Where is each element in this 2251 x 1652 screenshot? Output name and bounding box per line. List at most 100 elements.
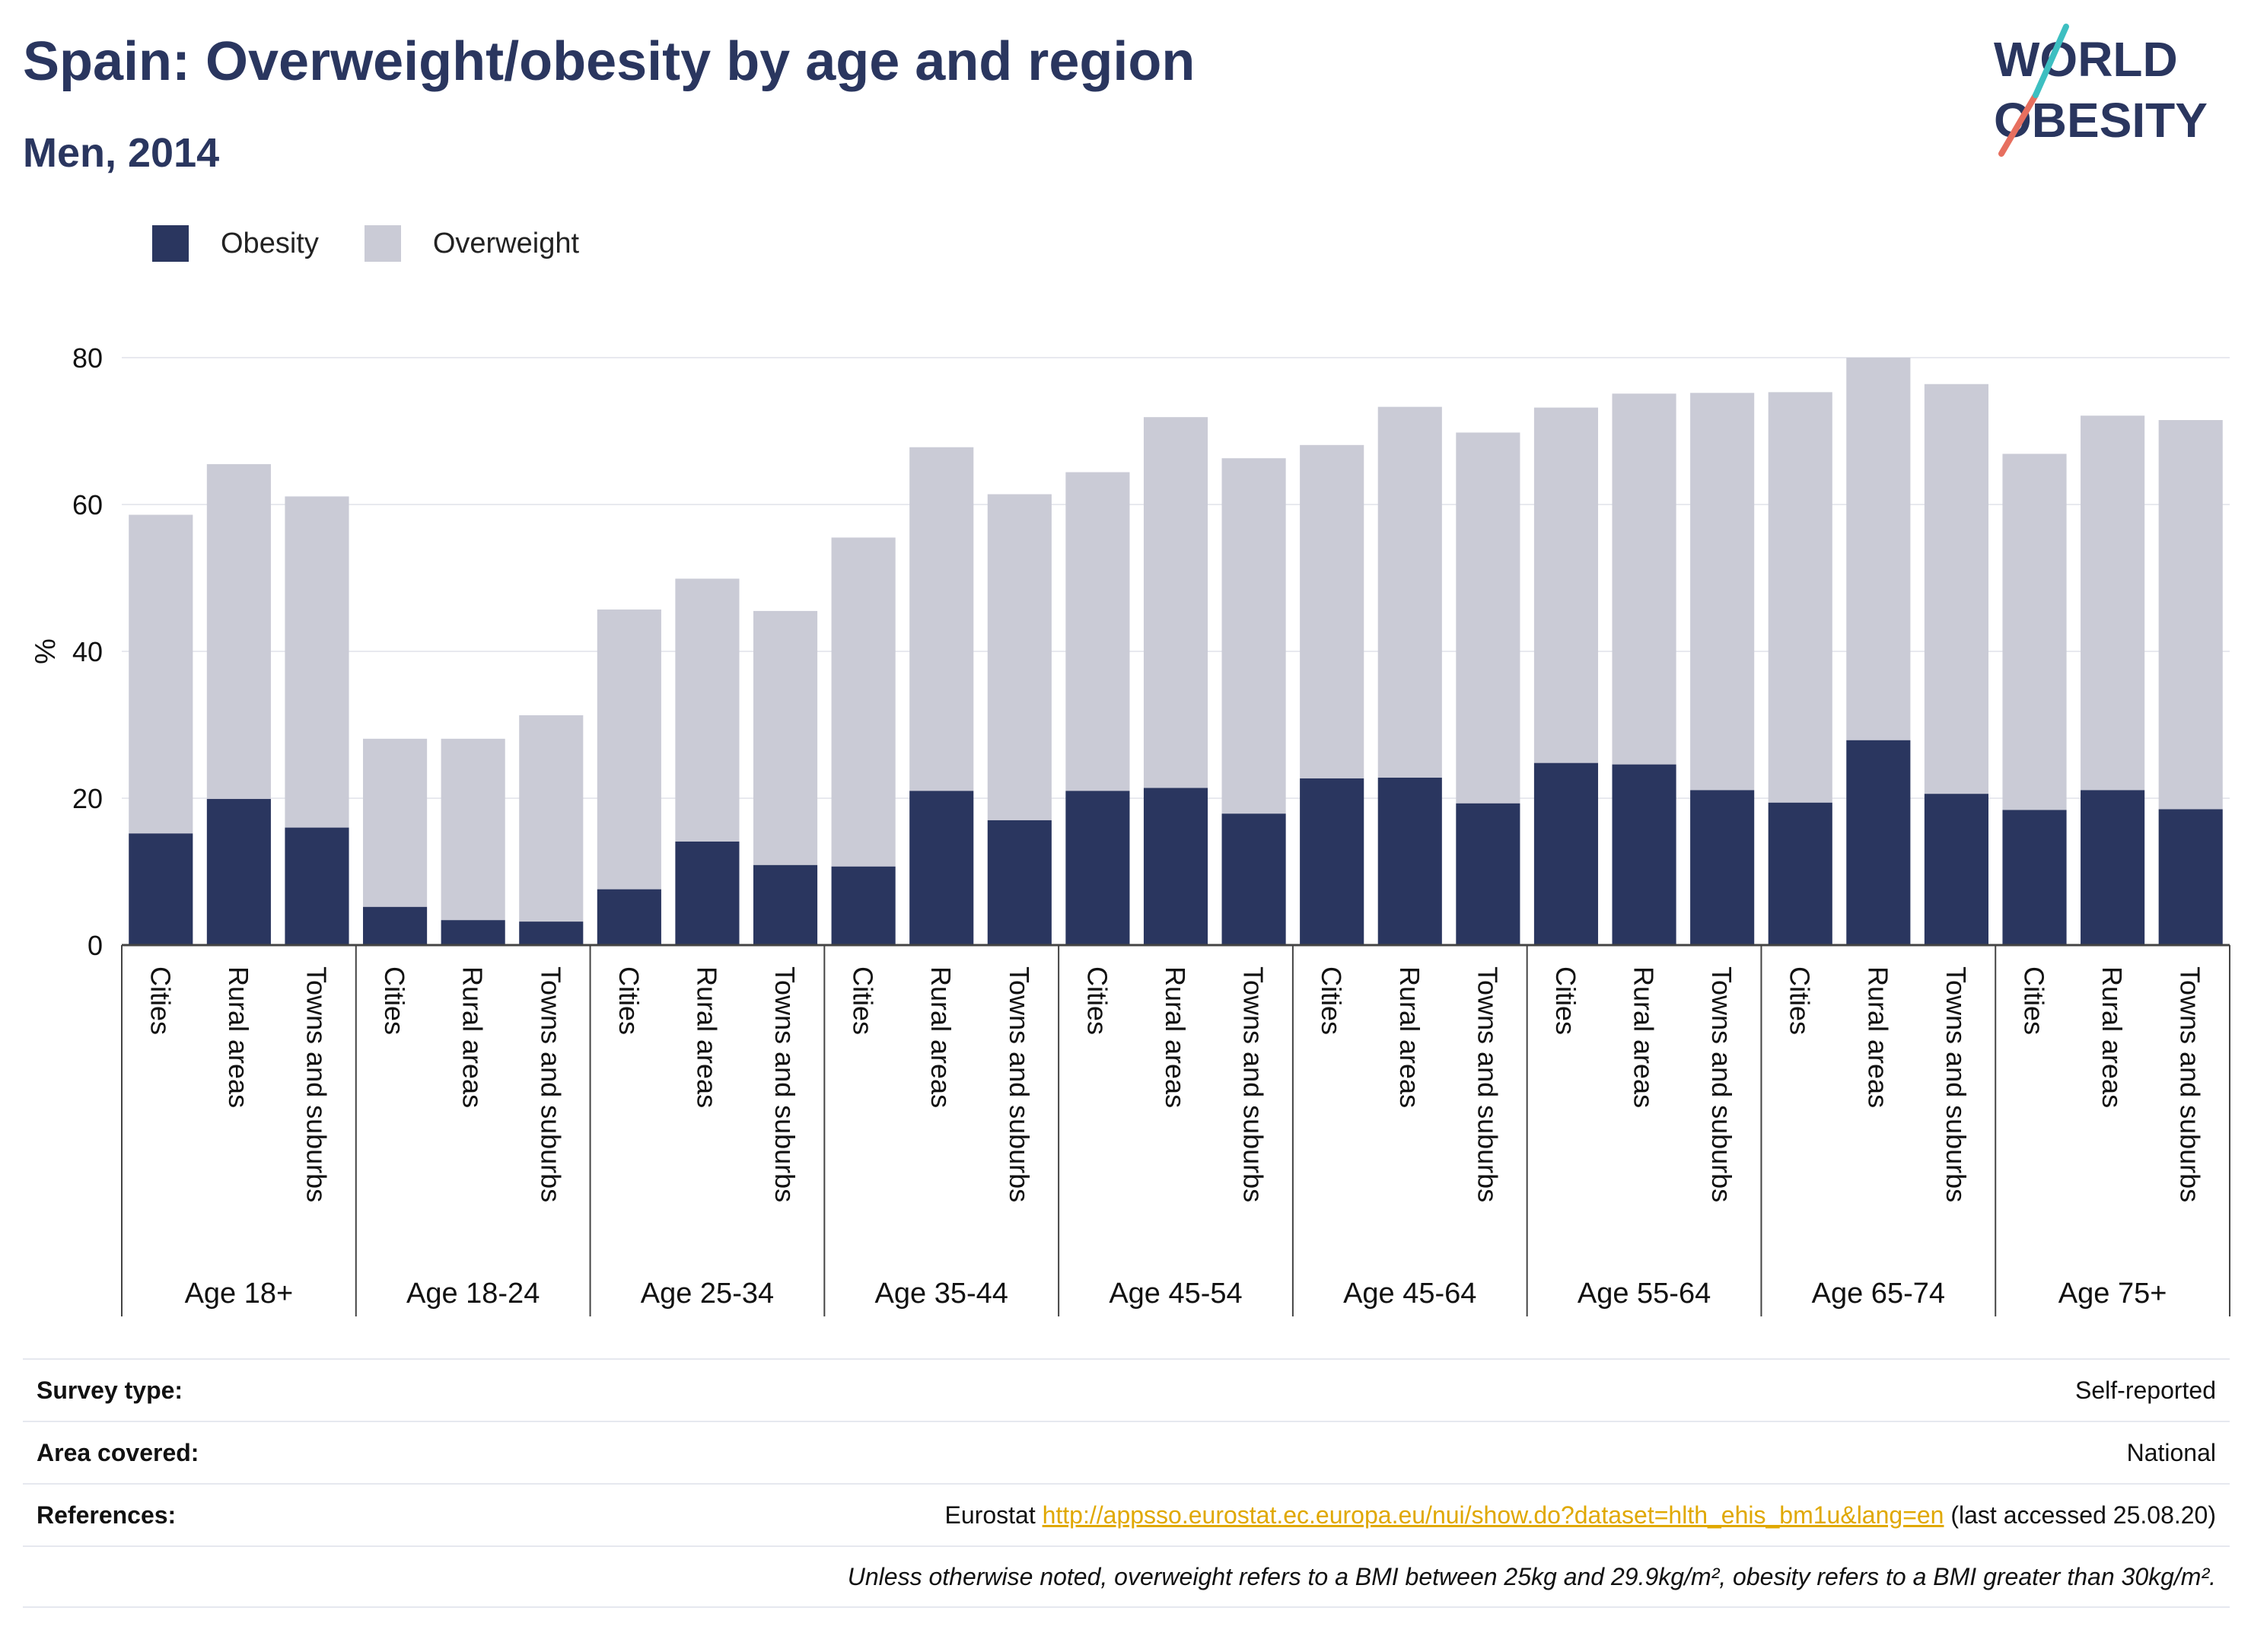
survey-type-value: Self-reported <box>2075 1376 2216 1404</box>
bar-overweight <box>2081 415 2145 791</box>
legend-label-obesity: Obesity <box>221 227 319 259</box>
stacked-bar-chart: 0 20 40 60 80% Cities Rural areas Towns and sub… <box>30 342 2230 1316</box>
info-row-area-covered: Area covered: National <box>23 1421 2230 1483</box>
x-category-label: Rural areas <box>223 966 254 1108</box>
bar-obesity <box>441 920 505 945</box>
bar-obesity <box>1612 764 1676 945</box>
x-category-label: Rural areas <box>1160 966 1191 1108</box>
info-row-note: Unless otherwise noted, overweight refer… <box>23 1545 2230 1608</box>
legend-item-overweight: Overweight <box>364 225 580 262</box>
chart-legend: Obesity Overweight <box>152 225 625 262</box>
x-category-label: Towns and suburbs <box>1004 966 1035 1202</box>
bar-obesity <box>2081 790 2145 945</box>
bar-overweight <box>1377 406 1442 778</box>
x-category-label: Rural areas <box>1394 966 1425 1108</box>
bmi-footnote: Unless otherwise noted, overweight refer… <box>847 1562 2216 1590</box>
x-group-label: Age 65-74 <box>1812 1278 1945 1310</box>
x-category-label: Towns and suburbs <box>1941 966 1972 1202</box>
bar-obesity <box>1143 788 1208 945</box>
x-category-label: Rural areas <box>1629 966 1660 1108</box>
bar-overweight <box>285 496 349 828</box>
bar-overweight <box>987 494 1052 820</box>
x-group-label: Age 18-24 <box>406 1278 540 1310</box>
bar-obesity <box>2002 810 2067 945</box>
y-tick-label: 60 <box>72 489 103 520</box>
chart-subtitle: Men, 2014 <box>23 130 220 176</box>
world-obesity-logo: WORLD OBESITY <box>1994 24 2208 157</box>
x-category-label: Cities <box>2019 966 2050 1035</box>
bar-obesity <box>909 791 974 945</box>
x-group-label: Age 45-64 <box>1343 1278 1476 1310</box>
bar-obesity <box>987 820 1052 945</box>
bar-obesity <box>753 864 818 945</box>
x-category-label: Cities <box>1550 966 1581 1035</box>
bar-overweight <box>1456 432 1520 804</box>
x-group-label: Age 75+ <box>2058 1278 2167 1310</box>
x-category-label: Towns and suburbs <box>1706 966 1737 1202</box>
x-category-label: Rural areas <box>1862 966 1893 1108</box>
x-group-label: Age 35-44 <box>875 1278 1008 1310</box>
info-table: Survey type: Self-reported Area covered:… <box>23 1358 2230 1608</box>
y-tick-label: 40 <box>72 636 103 667</box>
chart-title: Spain: Overweight/obesity by age and reg… <box>23 31 1196 92</box>
bar-obesity <box>2158 809 2223 945</box>
y-tick-label: 80 <box>72 342 103 374</box>
x-group-label: Age 18+ <box>185 1278 294 1310</box>
bar-obesity <box>1221 813 1286 945</box>
x-category-label: Towns and suburbs <box>1238 966 1269 1202</box>
bar-overweight <box>1533 407 1599 763</box>
bar-obesity <box>1690 790 1755 945</box>
references-value: Eurostat http://appsso.eurostat.ec.europ… <box>945 1501 2216 1529</box>
legend-swatch-obesity <box>152 225 189 262</box>
bar-obesity <box>1533 762 1599 945</box>
x-group-label: Age 55-64 <box>1578 1278 1711 1310</box>
x-category-label: Rural areas <box>2097 966 2128 1108</box>
x-category-label: Towns and suburbs <box>2175 966 2206 1202</box>
bar-obesity <box>519 921 584 945</box>
x-category-label: Rural areas <box>457 966 489 1108</box>
x-group-label: Age 45-54 <box>1109 1278 1242 1310</box>
bar-overweight <box>1612 393 1676 765</box>
bar-overweight <box>2158 420 2223 810</box>
x-category-label: Rural areas <box>925 966 957 1108</box>
bar-obesity <box>285 827 349 945</box>
bar-overweight <box>597 609 661 890</box>
logo-slash-teal <box>2033 24 2069 98</box>
y-axis-label: % <box>30 638 62 664</box>
logo-word-world: WORLD <box>1994 32 2178 87</box>
x-category-label: Towns and suburbs <box>1472 966 1503 1202</box>
x-group-label: Age 25-34 <box>641 1278 774 1310</box>
reference-source: Eurostat <box>944 1501 1043 1529</box>
bar-obesity <box>1456 803 1520 945</box>
x-category-label: Cities <box>848 966 879 1035</box>
info-row-references: References: Eurostat http://appsso.euros… <box>23 1483 2230 1545</box>
x-category-label: Cities <box>145 966 176 1035</box>
reference-link[interactable]: http://appsso.eurostat.ec.europa.eu/nui/… <box>1042 1501 1944 1529</box>
logo-slash-coral <box>1998 92 2039 157</box>
bar-overweight <box>675 578 740 842</box>
bar-overweight <box>206 463 271 799</box>
bar-overweight <box>2002 454 2067 810</box>
bar-obesity <box>363 906 428 945</box>
bar-obesity <box>1377 777 1442 945</box>
bar-overweight <box>441 738 505 921</box>
bar-overweight <box>753 610 818 865</box>
bar-overweight <box>1690 393 1755 791</box>
legend-swatch-overweight <box>364 225 401 262</box>
legend-label-overweight: Overweight <box>432 227 580 259</box>
bar-obesity <box>129 833 193 945</box>
area-covered-value: National <box>2126 1438 2216 1466</box>
x-category-label: Towns and suburbs <box>535 966 566 1202</box>
x-category-label: Cities <box>379 966 410 1035</box>
y-tick-label: 0 <box>88 930 103 961</box>
bar-overweight <box>1065 472 1130 791</box>
info-row-survey-type: Survey type: Self-reported <box>23 1358 2230 1421</box>
bar-overweight <box>1221 458 1286 814</box>
survey-type-label: Survey type: <box>37 1376 183 1404</box>
bar-obesity <box>597 889 661 945</box>
bar-overweight <box>1768 392 1832 803</box>
bar-overweight <box>1143 417 1208 788</box>
bar-overweight <box>831 537 896 867</box>
x-category-label: Cities <box>1081 966 1113 1035</box>
bar-overweight <box>519 715 584 922</box>
